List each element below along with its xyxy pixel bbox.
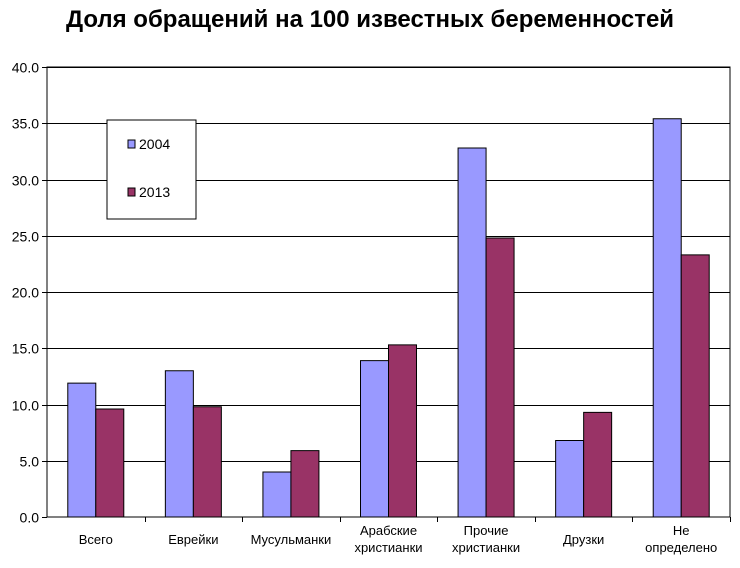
legend-swatch xyxy=(127,187,136,197)
y-tick-label: 35.0 xyxy=(12,116,39,132)
legend-label: 2004 xyxy=(139,136,170,152)
category-label: Не xyxy=(673,523,690,538)
y-tick-label: 25.0 xyxy=(12,229,39,245)
category-label: христианки xyxy=(354,540,422,555)
category-label: христианки xyxy=(452,540,520,555)
bar-2004 xyxy=(360,360,389,518)
legend xyxy=(106,119,197,220)
y-tick-label: 10.0 xyxy=(12,398,39,414)
bar-2004 xyxy=(164,370,194,518)
category-label: Мусульманки xyxy=(251,532,332,547)
y-tick-label: 30.0 xyxy=(12,173,39,189)
category-label: Еврейки xyxy=(168,532,218,547)
bar-2004 xyxy=(555,440,585,518)
bar-2013 xyxy=(583,411,613,518)
bar-2004 xyxy=(457,147,487,518)
y-tick-label: 5.0 xyxy=(20,454,40,470)
category-label: Всего xyxy=(79,532,113,547)
y-tick-label: 40.0 xyxy=(12,60,39,76)
category-label: определено xyxy=(645,540,717,555)
bar-2013 xyxy=(680,254,710,518)
bar-2004 xyxy=(67,382,97,518)
category-label: Арабские xyxy=(360,523,417,538)
bar-2013 xyxy=(290,450,320,518)
chart-title: Доля обращений на 100 известных беременн… xyxy=(65,6,675,33)
legend-label: 2013 xyxy=(139,184,170,200)
bar-2013 xyxy=(485,237,515,518)
bar-2013 xyxy=(192,406,222,518)
y-tick-label: 0.0 xyxy=(20,510,40,526)
bar-2004 xyxy=(262,471,292,518)
y-tick-label: 15.0 xyxy=(12,341,39,357)
legend-swatch xyxy=(127,139,136,149)
category-label: Прочие xyxy=(464,523,509,538)
bar-2004 xyxy=(652,118,682,518)
bar-2013 xyxy=(95,408,125,518)
y-tick-label: 20.0 xyxy=(12,285,39,301)
category-label: Друзки xyxy=(563,532,604,547)
bar-2013 xyxy=(388,344,417,518)
